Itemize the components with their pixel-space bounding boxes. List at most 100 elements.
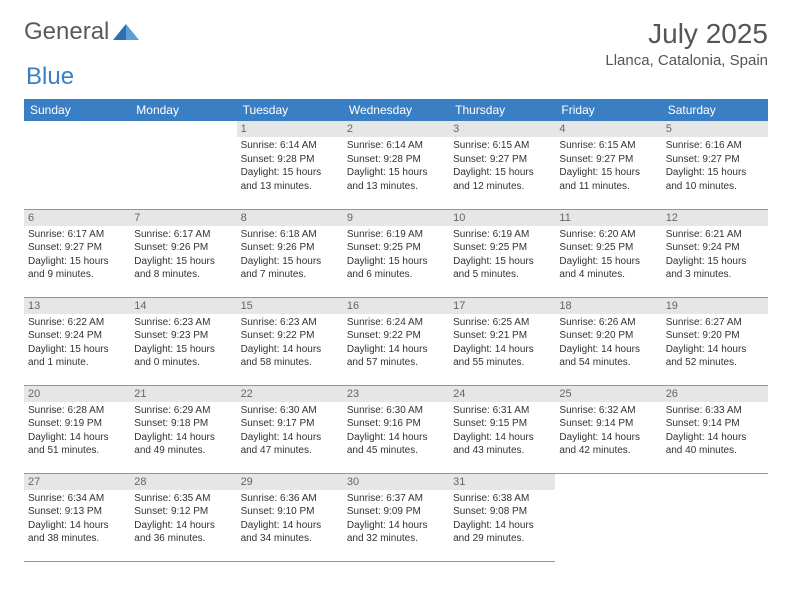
calendar-day-cell: 27Sunrise: 6:34 AMSunset: 9:13 PMDayligh… (24, 473, 130, 561)
calendar-day-cell: 26Sunrise: 6:33 AMSunset: 9:14 PMDayligh… (662, 385, 768, 473)
day-number: 28 (130, 474, 236, 490)
day-info: Sunrise: 6:14 AMSunset: 9:28 PMDaylight:… (237, 137, 343, 195)
day-number: 25 (555, 386, 661, 402)
page-header: General July 2025 Llanca, Catalonia, Spa… (24, 18, 768, 69)
calendar-day-cell: 17Sunrise: 6:25 AMSunset: 9:21 PMDayligh… (449, 297, 555, 385)
day-number: 1 (237, 121, 343, 137)
brand-text-1: General (24, 18, 109, 46)
calendar-day-cell: 11Sunrise: 6:20 AMSunset: 9:25 PMDayligh… (555, 209, 661, 297)
day-number: 10 (449, 210, 555, 226)
weekday-header: Tuesday (237, 99, 343, 121)
calendar-week-row: 13Sunrise: 6:22 AMSunset: 9:24 PMDayligh… (24, 297, 768, 385)
day-info: Sunrise: 6:17 AMSunset: 9:26 PMDaylight:… (130, 226, 236, 284)
day-number: 16 (343, 298, 449, 314)
day-number: 4 (555, 121, 661, 137)
day-number: 23 (343, 386, 449, 402)
brand-triangle-icon (113, 20, 139, 45)
calendar-day-cell: 22Sunrise: 6:30 AMSunset: 9:17 PMDayligh… (237, 385, 343, 473)
day-number: 26 (662, 386, 768, 402)
calendar-day-cell: 28Sunrise: 6:35 AMSunset: 9:12 PMDayligh… (130, 473, 236, 561)
calendar-day-cell (130, 121, 236, 209)
day-info: Sunrise: 6:15 AMSunset: 9:27 PMDaylight:… (555, 137, 661, 195)
day-info: Sunrise: 6:33 AMSunset: 9:14 PMDaylight:… (662, 402, 768, 460)
day-info: Sunrise: 6:35 AMSunset: 9:12 PMDaylight:… (130, 490, 236, 548)
title-block: July 2025 Llanca, Catalonia, Spain (605, 18, 768, 69)
day-number: 20 (24, 386, 130, 402)
calendar-week-row: 1Sunrise: 6:14 AMSunset: 9:28 PMDaylight… (24, 121, 768, 209)
month-title: July 2025 (605, 18, 768, 50)
calendar-day-cell: 24Sunrise: 6:31 AMSunset: 9:15 PMDayligh… (449, 385, 555, 473)
calendar-day-cell: 15Sunrise: 6:23 AMSunset: 9:22 PMDayligh… (237, 297, 343, 385)
day-info: Sunrise: 6:25 AMSunset: 9:21 PMDaylight:… (449, 314, 555, 372)
day-number: 17 (449, 298, 555, 314)
day-number: 9 (343, 210, 449, 226)
calendar-day-cell: 23Sunrise: 6:30 AMSunset: 9:16 PMDayligh… (343, 385, 449, 473)
calendar-day-cell: 18Sunrise: 6:26 AMSunset: 9:20 PMDayligh… (555, 297, 661, 385)
calendar-day-cell: 13Sunrise: 6:22 AMSunset: 9:24 PMDayligh… (24, 297, 130, 385)
day-number: 7 (130, 210, 236, 226)
day-info: Sunrise: 6:14 AMSunset: 9:28 PMDaylight:… (343, 137, 449, 195)
calendar-day-cell: 9Sunrise: 6:19 AMSunset: 9:25 PMDaylight… (343, 209, 449, 297)
day-info: Sunrise: 6:30 AMSunset: 9:17 PMDaylight:… (237, 402, 343, 460)
day-info: Sunrise: 6:29 AMSunset: 9:18 PMDaylight:… (130, 402, 236, 460)
brand-logo: General (24, 18, 143, 46)
calendar-day-cell: 16Sunrise: 6:24 AMSunset: 9:22 PMDayligh… (343, 297, 449, 385)
day-info: Sunrise: 6:32 AMSunset: 9:14 PMDaylight:… (555, 402, 661, 460)
calendar-week-row: 6Sunrise: 6:17 AMSunset: 9:27 PMDaylight… (24, 209, 768, 297)
day-number: 14 (130, 298, 236, 314)
calendar-day-cell (662, 473, 768, 561)
day-info: Sunrise: 6:26 AMSunset: 9:20 PMDaylight:… (555, 314, 661, 372)
day-number: 18 (555, 298, 661, 314)
weekday-header: Saturday (662, 99, 768, 121)
calendar-day-cell: 14Sunrise: 6:23 AMSunset: 9:23 PMDayligh… (130, 297, 236, 385)
day-number: 6 (24, 210, 130, 226)
day-number: 24 (449, 386, 555, 402)
day-info: Sunrise: 6:19 AMSunset: 9:25 PMDaylight:… (449, 226, 555, 284)
day-info: Sunrise: 6:38 AMSunset: 9:08 PMDaylight:… (449, 490, 555, 548)
calendar-day-cell: 29Sunrise: 6:36 AMSunset: 9:10 PMDayligh… (237, 473, 343, 561)
calendar-day-cell: 21Sunrise: 6:29 AMSunset: 9:18 PMDayligh… (130, 385, 236, 473)
day-info: Sunrise: 6:18 AMSunset: 9:26 PMDaylight:… (237, 226, 343, 284)
day-number: 12 (662, 210, 768, 226)
calendar-day-cell: 20Sunrise: 6:28 AMSunset: 9:19 PMDayligh… (24, 385, 130, 473)
calendar-day-cell: 30Sunrise: 6:37 AMSunset: 9:09 PMDayligh… (343, 473, 449, 561)
day-info: Sunrise: 6:28 AMSunset: 9:19 PMDaylight:… (24, 402, 130, 460)
day-info: Sunrise: 6:15 AMSunset: 9:27 PMDaylight:… (449, 137, 555, 195)
calendar-body: 1Sunrise: 6:14 AMSunset: 9:28 PMDaylight… (24, 121, 768, 561)
calendar-day-cell: 5Sunrise: 6:16 AMSunset: 9:27 PMDaylight… (662, 121, 768, 209)
day-number: 13 (24, 298, 130, 314)
day-number: 5 (662, 121, 768, 137)
calendar-day-cell: 19Sunrise: 6:27 AMSunset: 9:20 PMDayligh… (662, 297, 768, 385)
day-number: 19 (662, 298, 768, 314)
calendar-day-cell: 31Sunrise: 6:38 AMSunset: 9:08 PMDayligh… (449, 473, 555, 561)
calendar-week-row: 20Sunrise: 6:28 AMSunset: 9:19 PMDayligh… (24, 385, 768, 473)
weekday-header-row: SundayMondayTuesdayWednesdayThursdayFrid… (24, 99, 768, 121)
day-number: 22 (237, 386, 343, 402)
calendar-day-cell: 10Sunrise: 6:19 AMSunset: 9:25 PMDayligh… (449, 209, 555, 297)
day-number: 29 (237, 474, 343, 490)
day-number: 2 (343, 121, 449, 137)
day-info: Sunrise: 6:37 AMSunset: 9:09 PMDaylight:… (343, 490, 449, 548)
day-info: Sunrise: 6:36 AMSunset: 9:10 PMDaylight:… (237, 490, 343, 548)
day-info: Sunrise: 6:20 AMSunset: 9:25 PMDaylight:… (555, 226, 661, 284)
calendar-table: SundayMondayTuesdayWednesdayThursdayFrid… (24, 99, 768, 562)
day-info: Sunrise: 6:23 AMSunset: 9:23 PMDaylight:… (130, 314, 236, 372)
calendar-week-row: 27Sunrise: 6:34 AMSunset: 9:13 PMDayligh… (24, 473, 768, 561)
day-info: Sunrise: 6:23 AMSunset: 9:22 PMDaylight:… (237, 314, 343, 372)
day-number: 3 (449, 121, 555, 137)
calendar-day-cell: 4Sunrise: 6:15 AMSunset: 9:27 PMDaylight… (555, 121, 661, 209)
weekday-header: Thursday (449, 99, 555, 121)
calendar-day-cell: 25Sunrise: 6:32 AMSunset: 9:14 PMDayligh… (555, 385, 661, 473)
calendar-day-cell: 3Sunrise: 6:15 AMSunset: 9:27 PMDaylight… (449, 121, 555, 209)
day-number: 21 (130, 386, 236, 402)
calendar-day-cell: 8Sunrise: 6:18 AMSunset: 9:26 PMDaylight… (237, 209, 343, 297)
day-info: Sunrise: 6:34 AMSunset: 9:13 PMDaylight:… (24, 490, 130, 548)
day-info: Sunrise: 6:22 AMSunset: 9:24 PMDaylight:… (24, 314, 130, 372)
day-info: Sunrise: 6:17 AMSunset: 9:27 PMDaylight:… (24, 226, 130, 284)
day-number: 27 (24, 474, 130, 490)
day-info: Sunrise: 6:16 AMSunset: 9:27 PMDaylight:… (662, 137, 768, 195)
calendar-day-cell: 7Sunrise: 6:17 AMSunset: 9:26 PMDaylight… (130, 209, 236, 297)
calendar-day-cell: 2Sunrise: 6:14 AMSunset: 9:28 PMDaylight… (343, 121, 449, 209)
day-info: Sunrise: 6:27 AMSunset: 9:20 PMDaylight:… (662, 314, 768, 372)
day-number: 31 (449, 474, 555, 490)
